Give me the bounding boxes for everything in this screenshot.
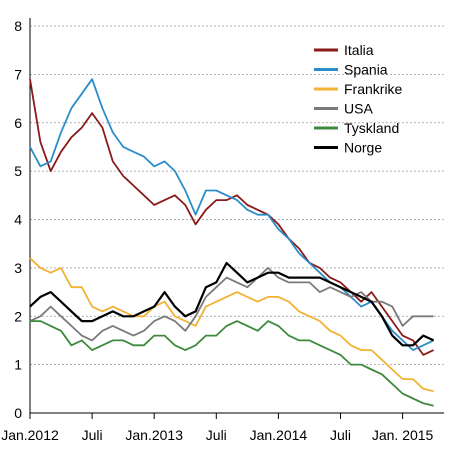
y-tick-label: 0 [14, 405, 22, 421]
y-tick-label: 4 [14, 212, 22, 228]
series-line-frankrike [29, 257, 434, 393]
y-tick-label: 6 [14, 115, 22, 131]
series-line-tyskland [30, 320, 434, 407]
x-tick-label: Jan.2013 [125, 427, 183, 443]
y-tick-label: 7 [14, 66, 22, 82]
x-tick-label: Juli [82, 427, 103, 443]
x-axis-ticks: Jan.2012 Juli Jan.2013 Juli Jan.2014 Juli Jan.… [1, 413, 434, 443]
legend-label: Spania [344, 62, 388, 78]
gridlines [30, 25, 444, 366]
legend-label: Norge [344, 140, 382, 156]
legend-label: Italia [344, 42, 374, 58]
series-line-norge [29, 261, 435, 347]
y-tick-label: 8 [14, 18, 22, 34]
series-line-usa [29, 267, 434, 342]
legend-label: USA [344, 101, 373, 117]
y-tick-label: 2 [14, 308, 22, 324]
legend-label: Frankrike [344, 81, 403, 97]
y-tick-label: 5 [14, 163, 22, 179]
series-line-spania [29, 78, 434, 351]
y-tick-label: 1 [14, 357, 22, 373]
x-tick-label: Jan.2014 [250, 427, 308, 443]
x-tick-label: Juli [330, 427, 351, 443]
series-lines [29, 78, 435, 407]
x-tick-label: Juli [206, 427, 227, 443]
y-tick-label: 3 [14, 260, 22, 276]
legend: Italia Spania Frankrike USA Tyskland Norge [314, 42, 403, 156]
x-tick-label: Jan. 2015 [372, 427, 434, 443]
y-axis-ticks: 0 1 2 3 4 5 6 7 8 [14, 18, 22, 421]
x-tick-label: Jan.2012 [1, 427, 59, 443]
legend-label: Tyskland [344, 120, 399, 136]
